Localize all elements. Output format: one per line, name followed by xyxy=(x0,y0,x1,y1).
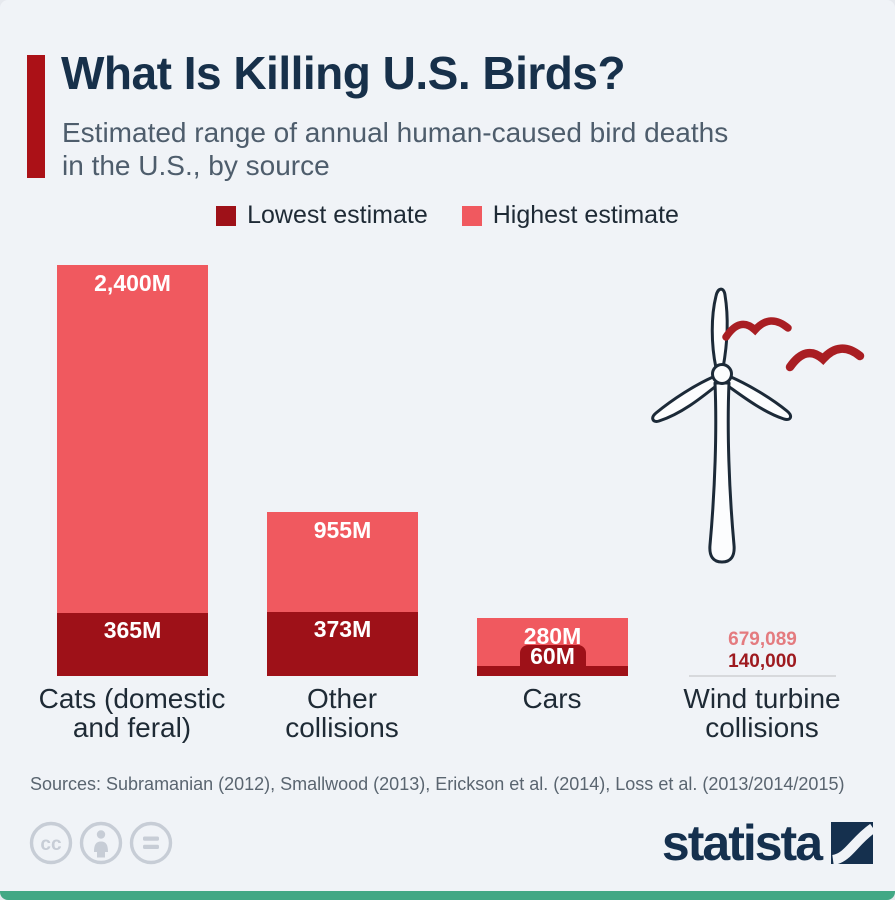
subtitle-line-1: Estimated range of annual human-caused b… xyxy=(62,117,729,148)
wind-highest-value: 679,089 xyxy=(728,629,797,650)
bar-other-collisions-lowest: 373M xyxy=(267,612,418,676)
footer-green-bar xyxy=(0,891,895,900)
cc-icon xyxy=(29,821,73,865)
statista-logo-mark xyxy=(831,822,873,864)
title-accent-bar xyxy=(27,55,45,178)
legend-label-highest: Highest estimate xyxy=(492,201,679,229)
legend-item-highest: Highest estimate xyxy=(461,201,679,230)
wind-baseline-rule xyxy=(689,675,836,677)
category-label-other-collisions: Other collisions xyxy=(285,683,399,743)
bar-value-label: 365M xyxy=(103,617,162,643)
legend-item-lowest: Lowest estimate xyxy=(216,201,428,230)
category-label-cats: Cats (domestic and feral) xyxy=(38,683,226,743)
legend-label-lowest: Lowest estimate xyxy=(247,201,428,229)
chart-legend: Lowest estimate Highest estimate xyxy=(0,201,895,230)
wind-turbine-values: 679,089 140,000 xyxy=(687,629,838,673)
wind-lowest-value: 140,000 xyxy=(728,651,797,672)
bar-value-label: 280M xyxy=(523,623,582,649)
bar-cats-highest: 2,400M xyxy=(57,265,208,676)
bar-value-label: 955M xyxy=(313,517,372,543)
sources-note: Sources: Subramanian (2012), Smallwood (… xyxy=(30,774,845,794)
page-title: What Is Killing U.S. Birds? xyxy=(61,47,626,99)
statista-logo: statista xyxy=(661,815,873,871)
creative-commons-icons: cc xyxy=(29,821,173,865)
chart-subtitle: Estimated range of annual human-caused b… xyxy=(62,116,728,182)
bird-icons xyxy=(722,317,865,372)
wind-turbine-icon xyxy=(651,287,865,564)
highest-estimate-swatch xyxy=(461,205,482,226)
statista-wordmark: statista xyxy=(661,815,823,871)
bar-cars-lowest-badge: 60M xyxy=(519,645,586,668)
attribution-icon xyxy=(79,821,123,865)
bar-cars-lowest xyxy=(477,666,628,676)
equals-icon xyxy=(129,821,173,865)
category-label-wind-turbine: Wind turbine collisions xyxy=(683,683,841,743)
bar-value-label: 373M xyxy=(313,616,372,642)
bar-cats-lowest: 365M xyxy=(57,613,208,676)
svg-text:cc: cc xyxy=(40,834,62,855)
bar-value-label: 2,400M xyxy=(94,270,171,296)
subtitle-line-2: in the U.S., by source xyxy=(62,150,330,181)
category-label-cars: Cars xyxy=(522,683,582,714)
lowest-estimate-swatch xyxy=(216,205,237,226)
